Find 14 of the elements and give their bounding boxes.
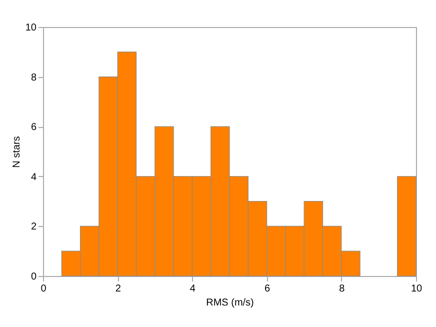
- x-tick-label: 10: [410, 284, 422, 294]
- y-tick-label: 4: [30, 172, 37, 183]
- x-tick-label: 2: [115, 284, 122, 294]
- y-tick-label: 2: [30, 222, 37, 233]
- x-tick-label: 6: [264, 284, 271, 294]
- y-axis-title: N stars: [11, 136, 22, 168]
- y-tick-label: 10: [25, 22, 37, 34]
- x-tick-label: 4: [190, 284, 196, 294]
- x-axis-title: RMS (m/s): [206, 298, 254, 308]
- x-tick-label: 8: [339, 284, 346, 294]
- y-tick-label: 0: [30, 272, 37, 282]
- x-tick-label: 0: [40, 284, 47, 294]
- y-tick-label: 6: [30, 122, 37, 134]
- y-tick-label: 8: [30, 72, 37, 84]
